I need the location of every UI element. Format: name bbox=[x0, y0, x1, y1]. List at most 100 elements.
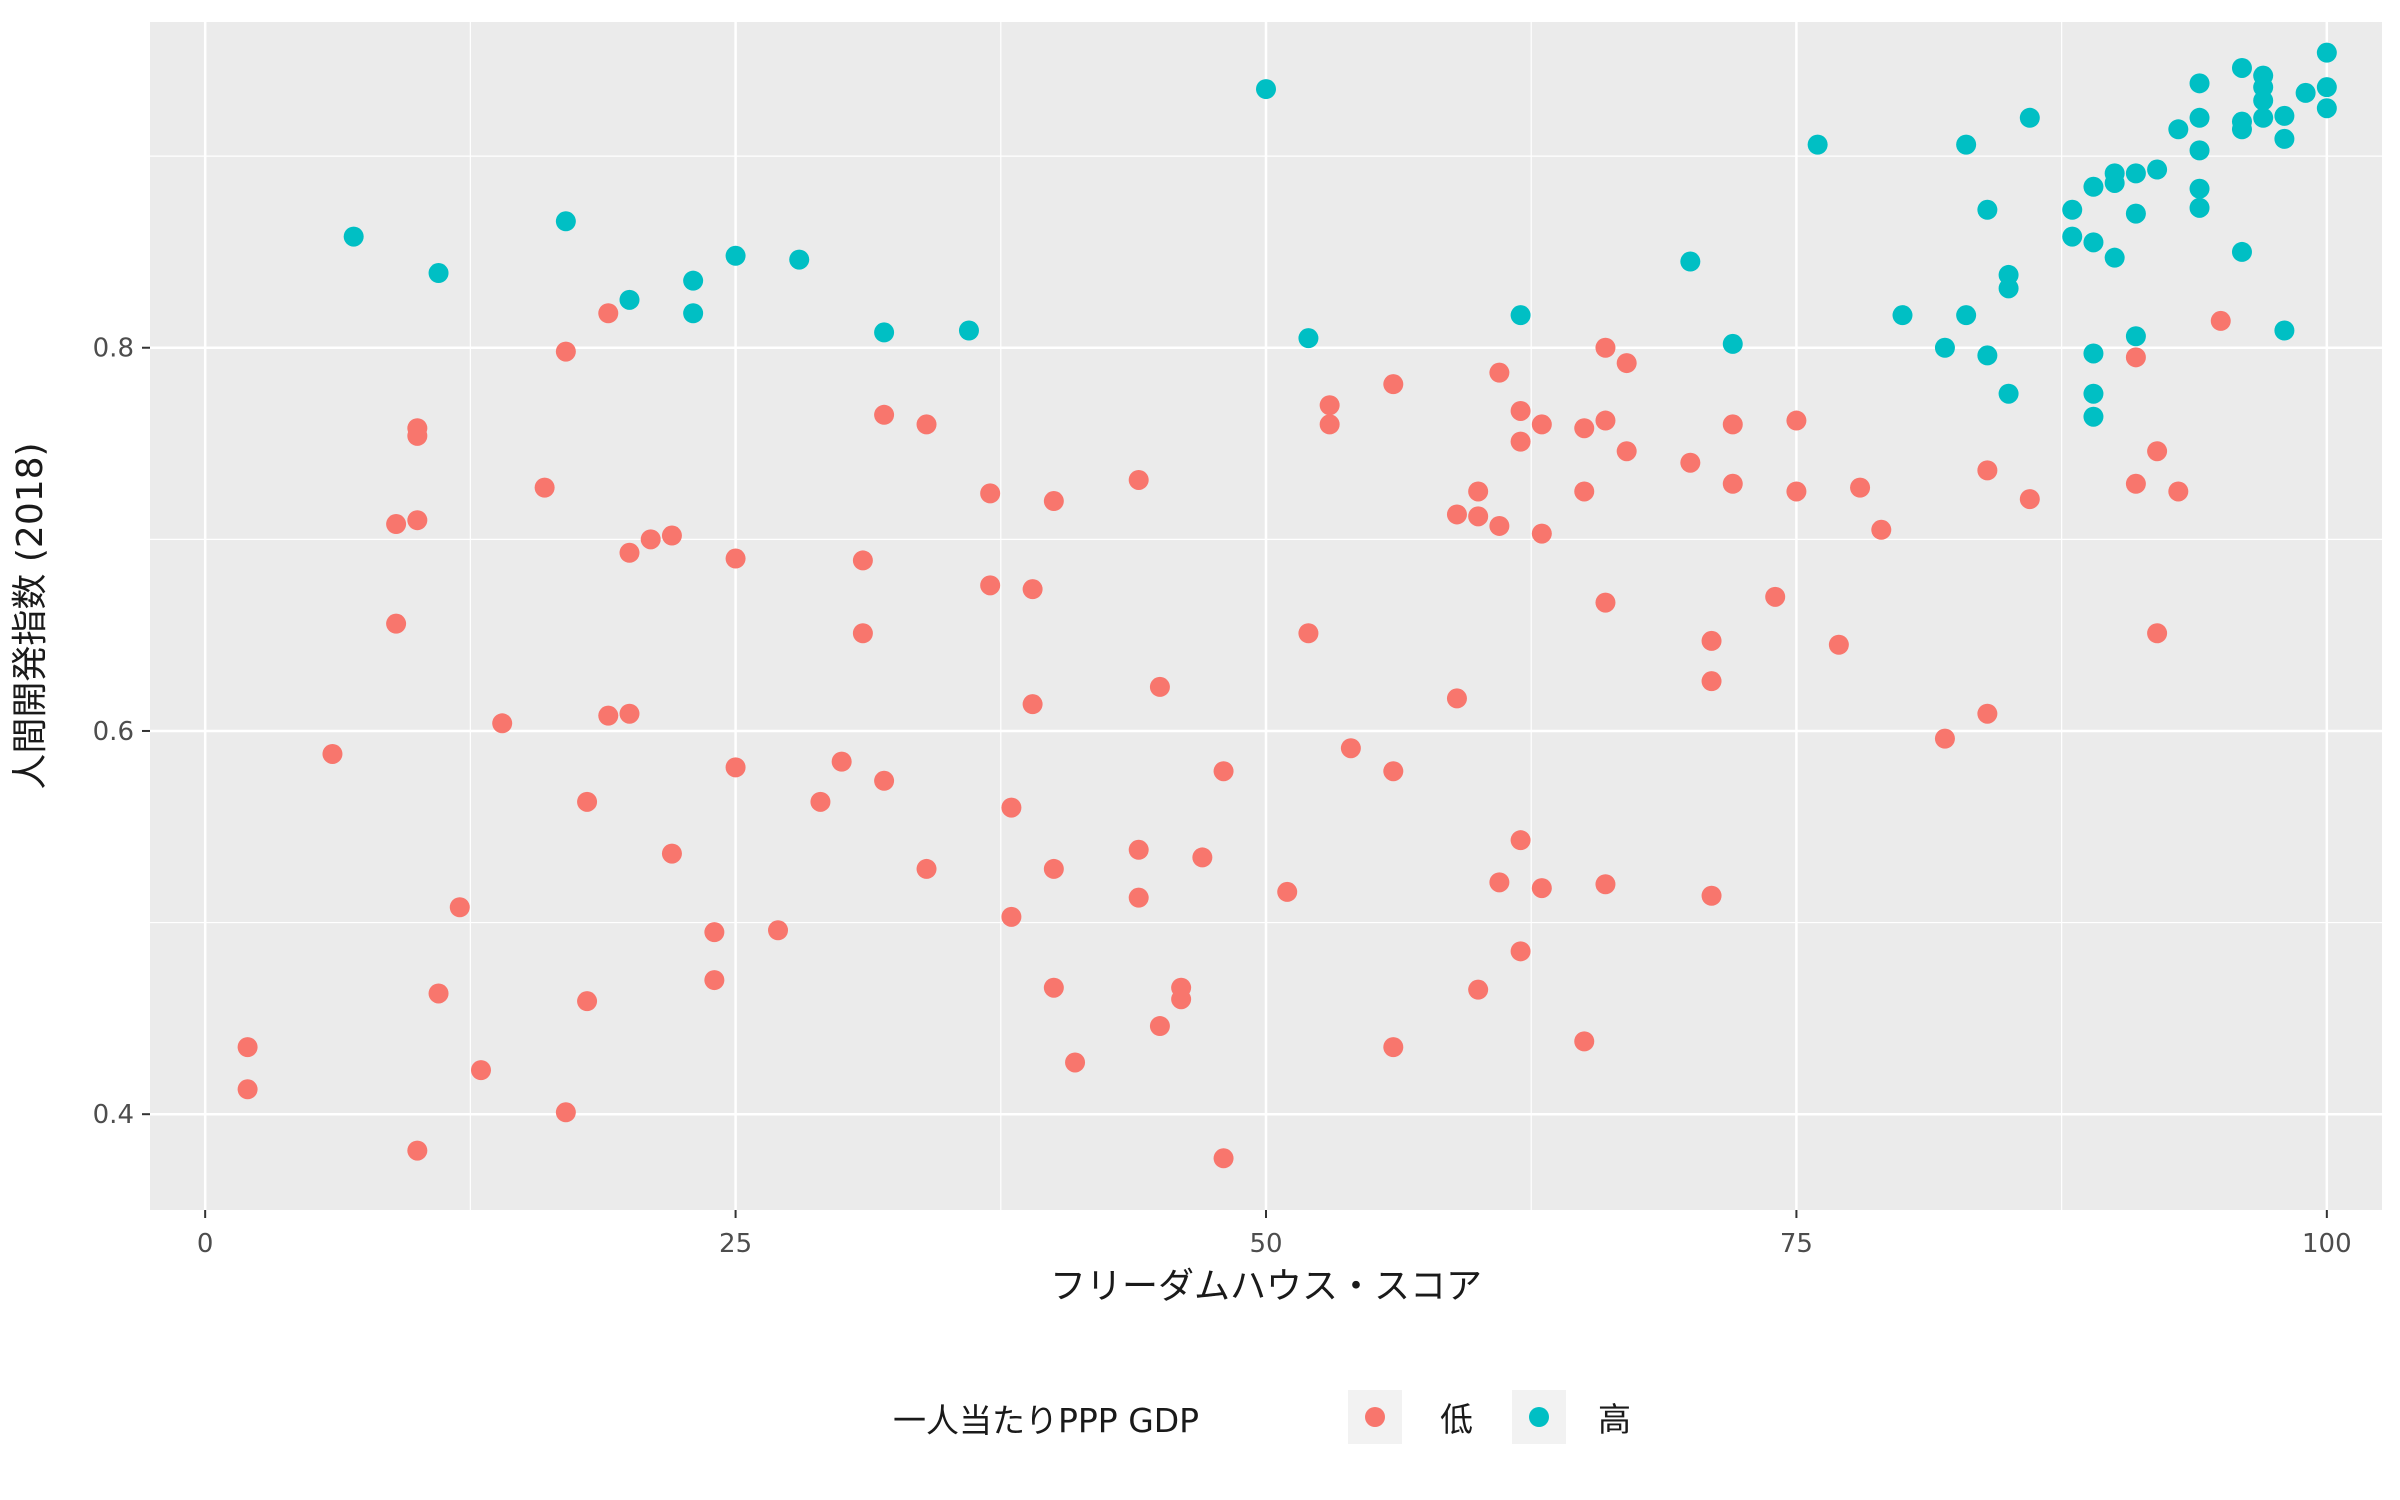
data-point-low bbox=[1149, 1016, 1170, 1037]
data-point-high bbox=[1807, 134, 1828, 155]
data-point-low bbox=[1701, 885, 1722, 906]
data-point-high bbox=[1722, 333, 1743, 354]
data-point-low bbox=[1383, 761, 1404, 782]
data-point-low bbox=[598, 303, 619, 324]
data-point-low bbox=[1022, 694, 1043, 715]
legend-title: 一人当たりPPP GDP bbox=[893, 1401, 1199, 1440]
data-point-low bbox=[1531, 523, 1552, 544]
data-point-low bbox=[1871, 519, 1892, 540]
data-point-low bbox=[1043, 858, 1064, 879]
data-point-high bbox=[2125, 163, 2146, 184]
legend-label-high: 高 bbox=[1598, 1400, 1631, 1439]
data-point-low bbox=[1065, 1052, 1086, 1073]
data-point-low bbox=[831, 751, 852, 772]
data-point-low bbox=[1574, 1031, 1595, 1052]
data-point-low bbox=[1383, 1037, 1404, 1058]
data-point-low bbox=[1128, 469, 1149, 490]
data-point-low bbox=[2147, 441, 2168, 462]
data-point-high bbox=[2253, 107, 2274, 128]
data-point-high bbox=[2083, 406, 2104, 427]
data-point-high bbox=[2189, 178, 2210, 199]
data-point-low bbox=[1446, 504, 1467, 525]
data-point-low bbox=[386, 613, 407, 634]
data-point-low bbox=[2147, 623, 2168, 644]
data-point-low bbox=[1171, 989, 1192, 1010]
data-point-high bbox=[428, 263, 449, 284]
data-point-low bbox=[2019, 489, 2040, 510]
data-point-low bbox=[704, 922, 725, 943]
data-point-high bbox=[1977, 345, 1998, 366]
data-point-high bbox=[2083, 232, 2104, 253]
data-point-low bbox=[1001, 797, 1022, 818]
data-point-low bbox=[1192, 847, 1213, 868]
data-point-low bbox=[980, 575, 1001, 596]
data-point-low bbox=[407, 510, 428, 531]
data-point-high bbox=[1680, 251, 1701, 272]
data-point-low bbox=[237, 1079, 258, 1100]
data-point-low bbox=[619, 703, 640, 724]
data-point-low bbox=[1213, 761, 1234, 782]
grid-major bbox=[150, 22, 2382, 1210]
data-point-high bbox=[2125, 326, 2146, 347]
data-point-high bbox=[1510, 305, 1531, 326]
data-point-high bbox=[343, 226, 364, 247]
x-axis-title: フリーダムハウス・スコア bbox=[1050, 1266, 1482, 1307]
data-point-high bbox=[1998, 278, 2019, 299]
data-point-low bbox=[1489, 872, 1510, 893]
data-point-high bbox=[2104, 172, 2125, 193]
data-point-low bbox=[1828, 634, 1849, 655]
y-axis-title: 人間開発指数 (2018) bbox=[10, 442, 51, 789]
data-point-high bbox=[1956, 305, 1977, 326]
data-point-low bbox=[980, 483, 1001, 504]
data-point-low bbox=[1128, 839, 1149, 860]
x-tick-label: 0 bbox=[197, 1229, 214, 1259]
data-point-low bbox=[1574, 481, 1595, 502]
data-point-low bbox=[1934, 728, 1955, 749]
data-point-low bbox=[1468, 979, 1489, 1000]
data-point-low bbox=[2210, 310, 2231, 331]
y-tick-label: 0.8 bbox=[93, 334, 134, 364]
data-point-low bbox=[1319, 395, 1340, 416]
data-point-high bbox=[1998, 383, 2019, 404]
legend-marker-low bbox=[1365, 1407, 1385, 1427]
data-point-low bbox=[598, 705, 619, 726]
legend: 一人当たりPPP GDP 低 高 bbox=[893, 1390, 1631, 1444]
data-point-high bbox=[2019, 107, 2040, 128]
data-point-low bbox=[1701, 630, 1722, 651]
data-point-low bbox=[1213, 1148, 1234, 1169]
data-point-low bbox=[1786, 410, 1807, 431]
data-point-high bbox=[2189, 140, 2210, 161]
data-point-low bbox=[428, 983, 449, 1004]
data-point-high bbox=[683, 303, 704, 324]
data-point-low bbox=[1319, 414, 1340, 435]
data-point-low bbox=[810, 791, 831, 812]
data-point-low bbox=[577, 991, 598, 1012]
data-point-low bbox=[577, 791, 598, 812]
data-point-low bbox=[1701, 671, 1722, 692]
data-point-low bbox=[1149, 676, 1170, 697]
data-point-high bbox=[2083, 176, 2104, 197]
data-point-low bbox=[1977, 460, 1998, 481]
data-point-low bbox=[1043, 491, 1064, 512]
data-point-high bbox=[1892, 305, 1913, 326]
data-point-low bbox=[1510, 431, 1531, 452]
data-point-high bbox=[555, 211, 576, 232]
data-point-high bbox=[2083, 343, 2104, 364]
data-point-high bbox=[1956, 134, 1977, 155]
data-point-low bbox=[704, 970, 725, 991]
data-point-high bbox=[1298, 328, 1319, 349]
data-point-high bbox=[2274, 105, 2295, 126]
data-point-low bbox=[1128, 887, 1149, 908]
data-point-low bbox=[322, 743, 343, 764]
x-tick-label: 100 bbox=[2302, 1229, 2352, 1259]
data-point-low bbox=[1468, 506, 1489, 527]
data-point-high bbox=[1977, 199, 1998, 220]
data-point-low bbox=[1680, 452, 1701, 473]
data-point-high bbox=[619, 289, 640, 310]
data-point-low bbox=[916, 858, 937, 879]
data-point-low bbox=[1722, 473, 1743, 494]
data-point-low bbox=[852, 623, 873, 644]
data-point-low bbox=[1531, 878, 1552, 899]
data-point-low bbox=[768, 920, 789, 941]
data-point-high bbox=[2295, 82, 2316, 103]
